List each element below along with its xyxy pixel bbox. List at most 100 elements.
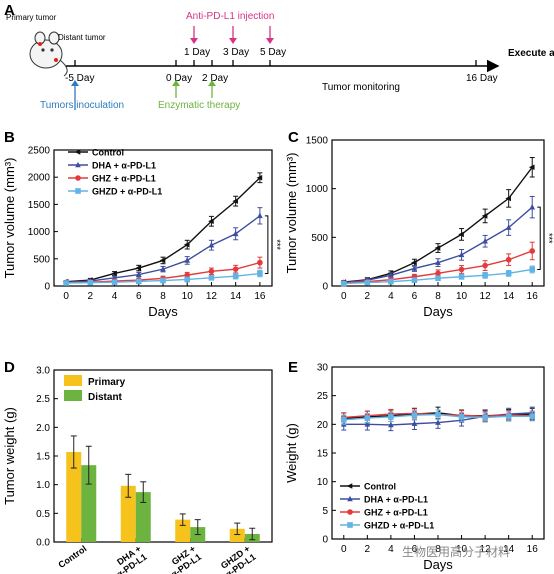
y-tick-label: 0.0	[36, 538, 50, 549]
data-point	[434, 245, 441, 251]
data-point	[411, 265, 418, 271]
y-tick-label: 30	[317, 363, 329, 374]
primary-tumor-label: Primary tumor	[6, 13, 57, 22]
chart-d: 0.0 0.5 1.0 1.5 2.0 2.5 3.0 Tumor weight (g) Con…	[2, 366, 273, 574]
data-point	[257, 212, 263, 219]
chart-b: 0 500 1000 1500 2000 2500 Tumor volume (mm³) 0 2…	[2, 146, 282, 320]
data-point	[340, 280, 347, 287]
data-point	[458, 266, 465, 273]
data-point	[411, 412, 418, 418]
timeline-tick-label: -5 Day	[65, 73, 94, 84]
data-point	[184, 257, 191, 263]
bar	[81, 465, 97, 542]
data-point	[232, 230, 239, 237]
enzymatic-arrowhead-icon-2	[208, 80, 216, 86]
data-point	[208, 218, 214, 225]
panel-c-letter: C	[288, 129, 299, 146]
plot-frame	[53, 149, 273, 287]
x-tick-label: 10	[456, 291, 468, 302]
data-point	[232, 273, 239, 280]
legend-label: GHZD + α-PD-L1	[364, 521, 434, 531]
x-tick-label: 4	[388, 544, 394, 555]
series-3	[340, 265, 536, 287]
data-point	[256, 174, 263, 181]
data-point	[411, 277, 418, 283]
panel-d-letter: D	[4, 359, 15, 376]
data-point	[347, 522, 353, 528]
data-point	[160, 277, 166, 284]
y-tick-label: 1000	[28, 227, 51, 238]
legend-label: Control	[364, 482, 396, 492]
data-point	[529, 203, 536, 210]
data-point	[411, 420, 418, 427]
y-tick-label: 5	[322, 506, 328, 517]
x-tick-label: 4	[388, 291, 394, 302]
chart-c: 0 500 1000 1500 Tumor volume (mm³) 0 2 4 6 8 10 12 1…	[284, 136, 554, 320]
data-point	[257, 259, 263, 266]
series-0	[62, 172, 263, 285]
bar	[175, 519, 191, 542]
data-point	[482, 272, 488, 279]
data-point	[63, 280, 69, 286]
data-point	[482, 237, 488, 244]
injection-arrowhead-icon	[266, 38, 274, 44]
timeline-tick-label: 3 Day	[223, 47, 249, 58]
bar	[135, 492, 151, 542]
timeline-tick-label: 2 Day	[202, 73, 228, 84]
significance-bracket	[264, 215, 269, 274]
injection-arrowhead-icon	[190, 38, 198, 44]
y-tick-label: 1000	[306, 184, 329, 195]
x-tick-label: 0	[63, 291, 69, 302]
data-point	[160, 265, 166, 272]
inoculation-label: Tumors inoculation	[40, 100, 124, 111]
bar	[229, 528, 245, 542]
data-point	[135, 271, 142, 277]
x-tick-label: 8	[160, 291, 166, 302]
panel-a: A Primary tumor Distant tumor Anti-PD-L1…	[4, 2, 554, 111]
x-tick-label: 16	[527, 544, 539, 555]
x-tick-label: 4	[112, 291, 118, 302]
data-point	[159, 257, 166, 264]
data-point	[347, 509, 353, 515]
data-point	[458, 414, 465, 420]
y-tick-label: 0	[322, 535, 328, 546]
data-point	[505, 413, 512, 420]
data-point	[435, 419, 441, 425]
y-tick-label: 1500	[306, 136, 329, 147]
y-tick-label: 2.0	[36, 423, 50, 434]
x-tick-label: 2	[365, 291, 371, 302]
data-point	[458, 251, 465, 258]
x-tick-label: DHA +α-PD-L1	[115, 543, 149, 574]
y-tick-label: 2.5	[36, 394, 50, 405]
data-point	[75, 161, 81, 168]
x-tick-label: 8	[435, 544, 441, 555]
data-point	[135, 278, 142, 285]
injection-arrowhead-icon	[229, 38, 237, 44]
data-point	[505, 224, 512, 230]
data-point	[458, 231, 464, 238]
data-point	[435, 411, 441, 418]
legend-label: DHA + α-PD-L1	[364, 495, 428, 505]
data-point	[482, 414, 488, 421]
monitoring-label: Tumor monitoring	[322, 82, 400, 93]
significance-label: ***	[272, 239, 282, 250]
end-label: Execute and analysis	[508, 48, 554, 59]
panel-a-letter: A	[4, 2, 15, 19]
legend-label: GHZ + α-PD-L1	[92, 174, 156, 184]
x-axis-label: Days	[423, 557, 453, 572]
data-point	[529, 248, 536, 254]
y-tick-label: 15	[317, 449, 329, 460]
y-tick-label: 500	[33, 254, 50, 265]
data-point	[482, 262, 488, 269]
x-tick-label: 12	[206, 291, 218, 302]
injection-label: Anti-PD-L1 injection	[186, 11, 274, 22]
x-tick-label: 10	[182, 291, 194, 302]
y-tick-label: 10	[317, 477, 329, 488]
series-3	[63, 269, 263, 286]
data-point	[435, 259, 441, 265]
data-point	[435, 270, 441, 277]
y-tick-label: 20	[317, 420, 329, 431]
data-point	[232, 198, 238, 204]
watermark: 生物医用高分子材料	[402, 544, 510, 559]
primary-tumor-label-text: Primary tumor	[6, 13, 57, 22]
